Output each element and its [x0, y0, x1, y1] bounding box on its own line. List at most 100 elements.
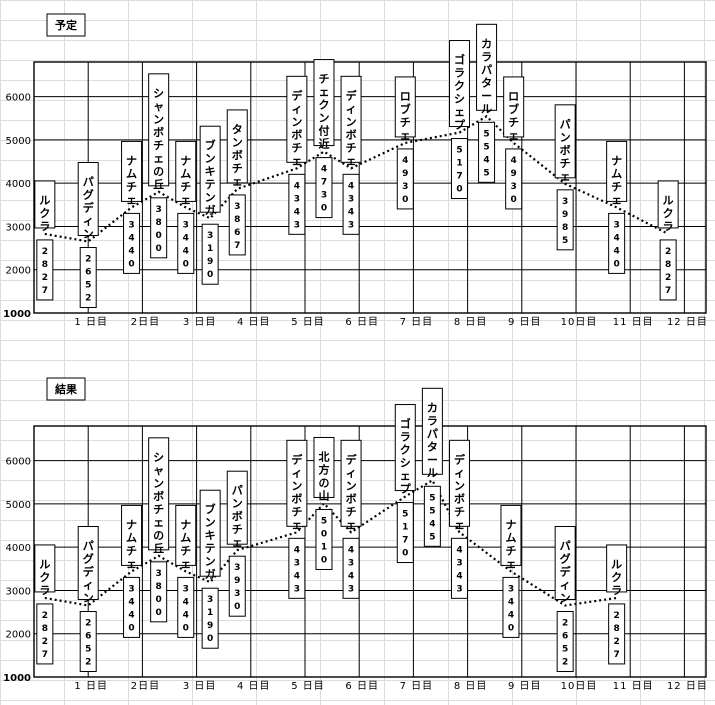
- chart-title: 予定: [55, 18, 77, 32]
- point-name: ディンボチェ: [454, 452, 466, 531]
- point-name: 北方の山: [318, 449, 329, 502]
- elevation-series-line: [44, 114, 669, 243]
- y-tick-label: 5000: [6, 500, 31, 511]
- point-value-box: [228, 194, 246, 256]
- point-value-box: [150, 197, 168, 259]
- x-tick-label: 8 日目: [454, 317, 488, 328]
- point-name: ゴラクシェプ: [400, 417, 412, 496]
- data-point: ルクラ 2 8 2 7: [34, 544, 56, 665]
- point-value-box: [150, 561, 168, 623]
- point-name-box: [175, 504, 197, 566]
- point-name-box: [34, 544, 56, 593]
- x-tick-label: 7 日目: [400, 681, 434, 692]
- y-tick-label: 3000: [6, 586, 31, 597]
- x-tick-label: 9 日目: [508, 317, 542, 328]
- point-name: パグディン: [83, 176, 95, 241]
- point-value-box: [396, 148, 414, 210]
- x-tick-label: 3 日目: [183, 681, 217, 692]
- point-value-box: [36, 603, 54, 665]
- point-name: シャンボチェの丘: [153, 451, 164, 555]
- point-value-box: [342, 173, 360, 235]
- point-name-box: [148, 437, 170, 551]
- data-point: ナムチェ 3 4 4 0: [606, 140, 628, 274]
- y-tick-label: 1000: [3, 673, 31, 684]
- point-value-box: [288, 537, 306, 599]
- x-tick-label: 8 日目: [454, 681, 488, 692]
- point-name-box: [476, 23, 498, 111]
- data-point: シャンボチェの丘 3 8 0 0: [148, 437, 170, 623]
- point-name-box: [34, 180, 56, 229]
- point-value-box: [502, 576, 520, 638]
- point-name-box: [286, 439, 308, 527]
- point-name: ルクラ: [611, 558, 622, 597]
- point-name-box: [199, 125, 221, 213]
- data-point: ブンキテンガ 3 1 9 0: [199, 489, 221, 649]
- point-name-box: [503, 76, 525, 138]
- point-value-box: [608, 212, 626, 274]
- data-point: カラパタール 5 5 4 5: [476, 23, 498, 183]
- data-point: パグディン 2 6 5 2: [77, 162, 99, 309]
- point-value-box: [177, 212, 195, 274]
- y-tick-label: 2000: [6, 630, 31, 641]
- data-point: チェクン付近 4 7 3 0: [313, 59, 335, 219]
- point-value-box: [201, 223, 219, 285]
- point-name-box: [121, 504, 143, 566]
- data-point: パンボチェ 3 9 3 0: [226, 470, 248, 617]
- point-name-box: [448, 40, 470, 128]
- point-name-box: [77, 162, 99, 237]
- point-value-box: [556, 189, 574, 251]
- point-name: ディンボチェ: [291, 88, 303, 167]
- x-tick-label: 3 日目: [183, 317, 217, 328]
- x-tick-label: 4 日目: [237, 681, 271, 692]
- point-name-box: [394, 404, 416, 492]
- point-name: ディンボチェ: [291, 452, 303, 531]
- point-name-box: [175, 140, 197, 202]
- point-name-box: [313, 59, 335, 147]
- x-tick-label: 9 日目: [508, 681, 542, 692]
- data-point: ナムチェ 3 4 4 0: [175, 140, 197, 274]
- data-point: ディンボチェ 4 3 4 3: [286, 439, 308, 599]
- data-point: ロブチェ 4 9 3 0: [503, 76, 525, 210]
- point-value-box: [423, 485, 441, 547]
- point-name: ナムチェ: [611, 154, 622, 206]
- data-point: ディンボチェ 4 3 4 3: [286, 75, 308, 235]
- point-name-box: [226, 109, 248, 184]
- point-name: ディンボチェ: [346, 88, 358, 167]
- data-point: ナムチェ 3 4 4 0: [175, 504, 197, 638]
- point-name-box: [286, 75, 308, 163]
- x-tick-label: 5 日目: [291, 317, 325, 328]
- point-name: ルクラ: [39, 194, 50, 233]
- data-point: ルクラ 2 8 2 7: [34, 180, 56, 301]
- y-tick-label: 4000: [6, 543, 31, 554]
- x-tick-label: 7 日目: [400, 317, 434, 328]
- point-value-box: [123, 576, 141, 638]
- x-tick-label: 2日目: [131, 317, 160, 328]
- chart-panel-1: 予定 1000 2000 3000 4000 5000 6000 1 日目 2日目 3 日目 4 日…: [3, 13, 707, 328]
- x-tick-label: 6 日目: [345, 681, 379, 692]
- data-point: 北方の山 5 0 1 0: [313, 436, 335, 570]
- x-tick-label: 10日目: [561, 317, 598, 328]
- point-name-box: [226, 470, 248, 545]
- point-value-box: [659, 239, 677, 301]
- point-name: ナムチェ: [180, 154, 191, 206]
- data-point: パンボチェ 3 9 8 5: [554, 104, 576, 251]
